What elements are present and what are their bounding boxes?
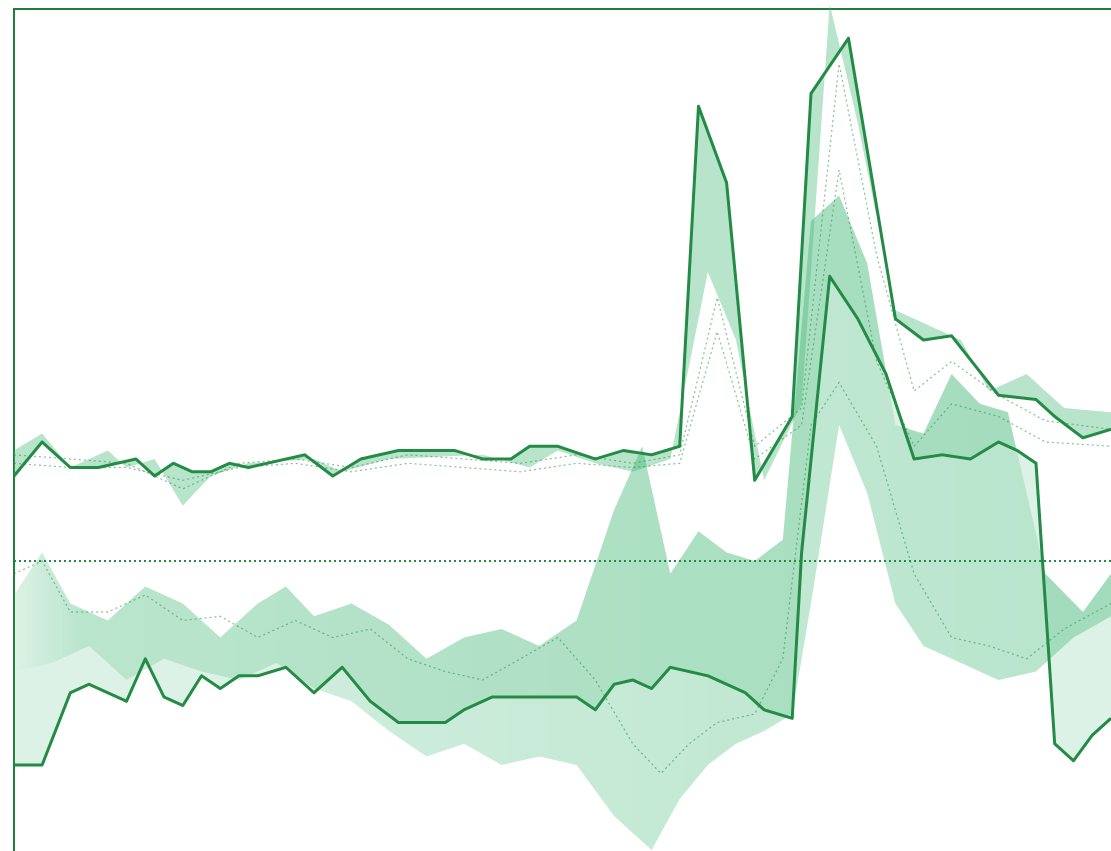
lower-inner-band-fill — [14, 195, 1111, 765]
chart-border — [13, 8, 1111, 851]
upper-dotted-line-0 — [13, 63, 1111, 490]
lower-band-fill — [14, 195, 1111, 850]
lower-main-line — [14, 274, 1111, 767]
lower-dotted-line-0 — [13, 381, 1111, 775]
upper-main-line — [12, 36, 1111, 482]
plot-area — [12, 4, 1111, 850]
